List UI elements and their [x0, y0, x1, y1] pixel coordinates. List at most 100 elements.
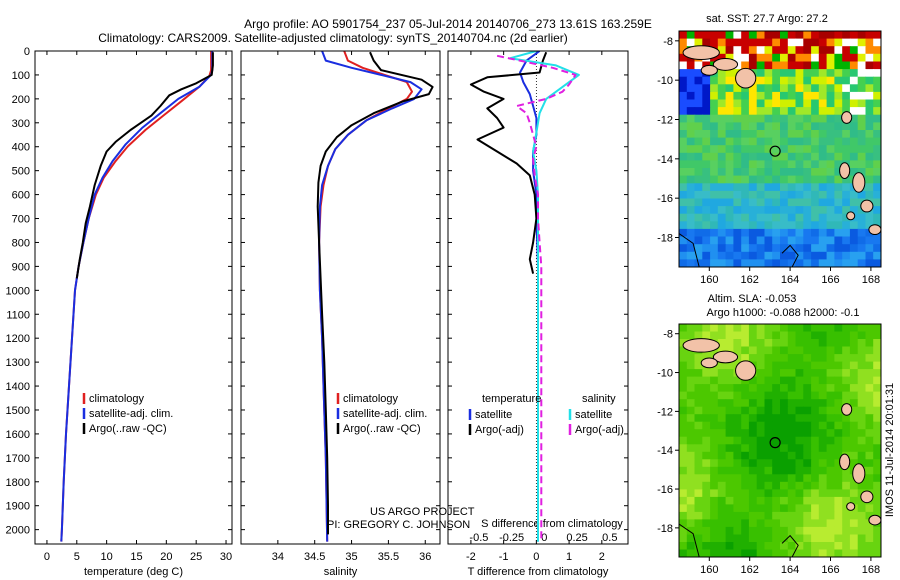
map-cell [686, 384, 696, 393]
map-cell [772, 259, 781, 267]
legend-label: Argo(-adj) [575, 424, 624, 436]
map-cell [686, 421, 696, 430]
map-cell [733, 84, 742, 93]
map-cell [772, 221, 781, 230]
map-cell [679, 91, 688, 101]
map-cell [834, 152, 843, 161]
map-cell [818, 137, 828, 146]
map-cell [818, 236, 828, 245]
map-cell [818, 183, 828, 192]
map-cell [694, 76, 703, 85]
map-cell [795, 519, 804, 528]
map-cell [873, 152, 881, 161]
map-cell [811, 361, 820, 370]
map-cell [795, 481, 804, 490]
map-cell [857, 76, 867, 85]
map-cell [780, 152, 789, 161]
map-cell [710, 221, 719, 230]
map-cell [717, 489, 727, 498]
map-cell [772, 236, 781, 245]
map-cell [787, 474, 797, 483]
map-cell [795, 122, 804, 131]
map-cell [857, 436, 867, 445]
map-cell [811, 384, 820, 393]
map-cell [811, 221, 820, 230]
map-cell [787, 504, 797, 513]
map-cell [717, 160, 727, 169]
map-cell [772, 511, 781, 520]
map-cell [694, 496, 703, 505]
map-cell [764, 369, 773, 378]
map-cell [834, 76, 843, 85]
map-cell [741, 429, 750, 438]
map-cell [756, 198, 766, 207]
map-cell [702, 221, 711, 230]
map-cell [780, 369, 789, 378]
y-tick-label: 1800 [6, 477, 30, 489]
map-cell [803, 339, 812, 348]
map-cell [772, 444, 781, 453]
map-cell [756, 259, 766, 267]
map-cell [811, 152, 820, 161]
map-cell [748, 168, 758, 177]
map-cell [741, 406, 750, 415]
map-cell [702, 38, 711, 47]
map-cell [780, 259, 789, 267]
map-cell [803, 107, 812, 116]
y-tick-label: 1500 [6, 405, 30, 417]
map-cell [733, 175, 742, 184]
map-cell [873, 466, 881, 475]
map-cell [741, 61, 750, 70]
map-cell [842, 152, 851, 161]
map-cell [873, 114, 881, 123]
map-cell [764, 399, 773, 408]
map-cell [826, 244, 835, 253]
map-cell [733, 406, 742, 415]
map-cell [865, 549, 874, 557]
map-cell [857, 122, 867, 131]
map-cell [710, 436, 719, 445]
map-cell [803, 519, 812, 528]
map-cell [826, 369, 835, 378]
map-cell [725, 384, 734, 393]
map-cell [710, 369, 719, 378]
island-shape [868, 514, 881, 526]
map-cell [795, 504, 804, 513]
island-shape [846, 211, 856, 221]
map-cell [842, 354, 851, 363]
map-cell [772, 519, 781, 528]
map-cell [764, 198, 773, 207]
map-cell [865, 384, 874, 393]
map-cell [748, 451, 758, 460]
map-cell [741, 542, 750, 551]
x-tick-label: 34 [272, 551, 284, 563]
map-cell [748, 99, 758, 108]
map-cell [725, 339, 734, 348]
map-cell [686, 69, 696, 78]
map-cell [710, 251, 719, 260]
map-cell [842, 369, 851, 378]
map-cell [756, 519, 766, 528]
map-cell [725, 84, 734, 93]
map-cell [865, 152, 874, 161]
map-cell [857, 236, 867, 245]
map-cell [834, 391, 843, 400]
map-cell [756, 91, 766, 101]
map-cell [834, 339, 843, 348]
map-cell [818, 190, 828, 200]
map-cell [741, 53, 750, 62]
map-cell [702, 369, 711, 378]
map-cell [811, 369, 820, 378]
map-cell [748, 221, 758, 230]
map-cell [857, 251, 867, 260]
map-cell [748, 114, 758, 123]
map-cell [857, 145, 867, 154]
map-cell [679, 384, 688, 393]
map-cell [756, 213, 766, 222]
map-cell [717, 376, 727, 385]
map-cell [834, 376, 843, 385]
map-cell [826, 331, 835, 340]
series-line [318, 51, 423, 542]
map-cell [818, 259, 828, 267]
map-cell [834, 361, 843, 370]
